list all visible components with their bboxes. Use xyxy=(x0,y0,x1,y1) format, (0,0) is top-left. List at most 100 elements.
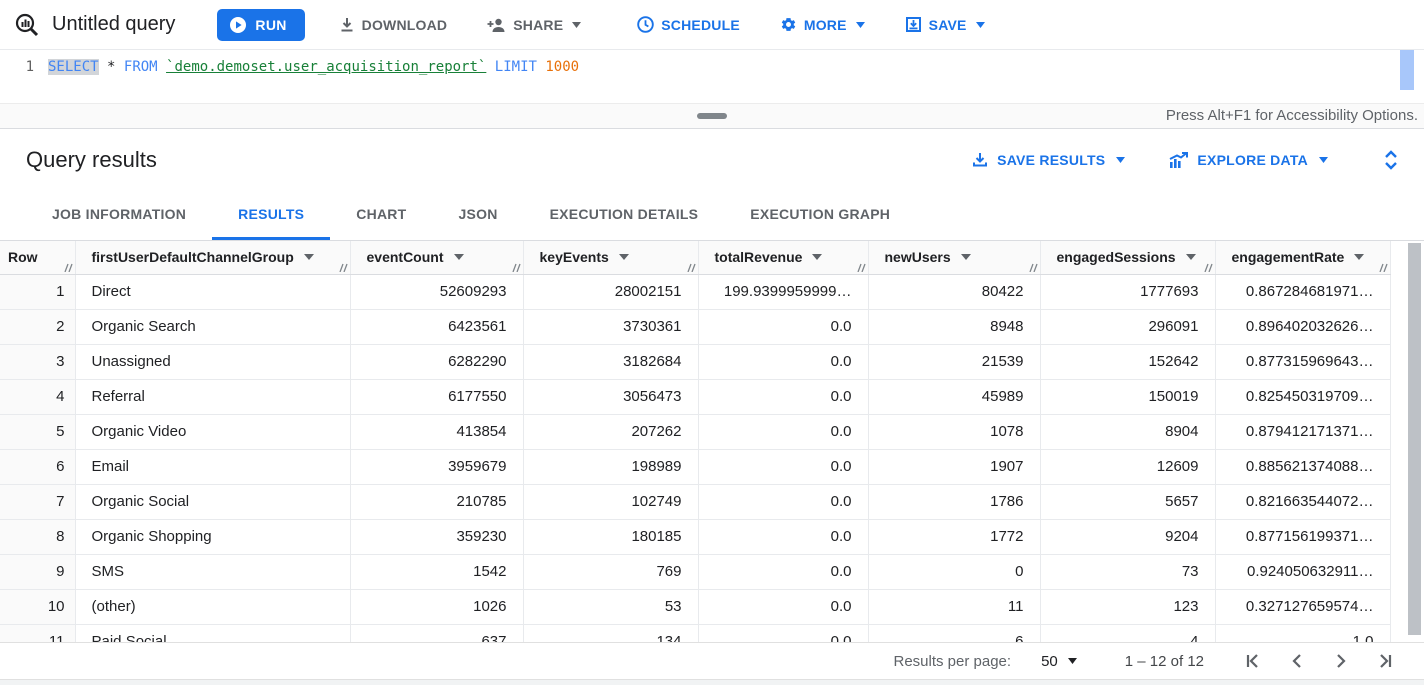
column-menu-caret-icon[interactable] xyxy=(812,254,823,261)
table-cell: 6177550 xyxy=(350,379,524,415)
sql-code-line[interactable]: SELECT * FROM `demo.demoset.user_acquisi… xyxy=(48,56,579,78)
tab-job-information[interactable]: JOB INFORMATION xyxy=(26,190,212,240)
column-resize-grip[interactable] xyxy=(686,263,696,272)
table-body: 1 Direct 52609293 28002151 199.9399959999… 80… xyxy=(0,274,1391,642)
tab-json[interactable]: JSON xyxy=(432,190,523,240)
table-cell: 0.885621374088… xyxy=(1215,449,1391,485)
table-cell: 6423561 xyxy=(350,309,524,345)
column-menu-caret-icon[interactable] xyxy=(453,254,464,261)
column-header-totalRevenue[interactable]: totalRevenue xyxy=(698,241,869,275)
column-menu-caret-icon[interactable] xyxy=(1354,254,1365,261)
table-cell: Paid Social xyxy=(75,624,351,642)
tab-results[interactable]: RESULTS xyxy=(212,190,331,240)
save-results-label: SAVE RESULTS xyxy=(997,151,1106,168)
column-menu-caret-icon[interactable] xyxy=(1185,254,1196,261)
table-cell: 8948 xyxy=(868,309,1041,345)
save-button[interactable]: SAVE xyxy=(899,7,991,43)
table-cell: 0.0 xyxy=(698,309,869,345)
table-cell: 1786 xyxy=(868,484,1041,520)
expand-collapse-button[interactable] xyxy=(1384,149,1398,170)
table-cell: Organic Video xyxy=(75,414,351,450)
table-cell: 0.867284681971… xyxy=(1215,274,1391,310)
column-menu-caret-icon[interactable] xyxy=(618,254,629,261)
chevron-down-icon xyxy=(572,21,582,28)
chevron-down-icon xyxy=(1319,156,1328,163)
table-cell: 1777693 xyxy=(1040,274,1216,310)
next-page-button[interactable] xyxy=(1332,652,1350,670)
page-size-select[interactable]: 50 xyxy=(1041,653,1077,670)
schedule-button[interactable]: SCHEDULE xyxy=(631,7,746,43)
sql-table-reference[interactable]: `demo.demoset.user_acquisition_report` xyxy=(166,59,487,75)
share-button[interactable]: SHARE xyxy=(481,7,587,43)
tab-execution-details[interactable]: EXECUTION DETAILS xyxy=(524,190,725,240)
column-menu-caret-icon[interactable] xyxy=(303,254,314,261)
column-resize-grip[interactable] xyxy=(63,263,73,272)
column-header-engagementRate[interactable]: engagementRate xyxy=(1215,241,1391,275)
column-resize-grip[interactable] xyxy=(856,263,866,272)
column-resize-grip[interactable] xyxy=(338,263,348,272)
table-cell: 0.0 xyxy=(698,519,869,555)
table-cell: 3959679 xyxy=(350,449,524,485)
explore-data-button[interactable]: EXPLORE DATA xyxy=(1169,151,1328,168)
editor-scrollbar-thumb[interactable] xyxy=(1400,50,1414,90)
query-results-header: Query results SAVE RESULTS EXPLORE DATA xyxy=(0,129,1424,190)
table-cell: 5657 xyxy=(1040,484,1216,520)
column-menu-caret-icon[interactable] xyxy=(960,254,971,261)
tab-execution-graph[interactable]: EXECUTION GRAPH xyxy=(724,190,916,240)
column-header-newUsers[interactable]: newUsers xyxy=(868,241,1041,275)
table-scrollbar[interactable] xyxy=(1408,243,1421,635)
first-page-button[interactable] xyxy=(1244,652,1262,670)
table-cell: 6 xyxy=(868,624,1041,642)
table-cell: 53 xyxy=(523,589,699,625)
row-number: 6 xyxy=(0,449,76,485)
column-resize-grip[interactable] xyxy=(511,263,521,272)
table-cell: 11 xyxy=(868,589,1041,625)
share-button-label: SHARE xyxy=(513,16,564,33)
chevron-right-icon xyxy=(1337,654,1346,668)
column-resize-grip[interactable] xyxy=(1378,263,1388,272)
results-per-page-label: Results per page: xyxy=(893,652,1012,670)
table-cell: 637 xyxy=(350,624,524,642)
chevron-down-icon xyxy=(1067,658,1077,664)
table-cell: 8904 xyxy=(1040,414,1216,450)
save-results-button[interactable]: SAVE RESULTS xyxy=(972,151,1126,168)
row-number: 7 xyxy=(0,484,76,520)
table-cell: 180185 xyxy=(523,519,699,555)
sql-keyword-limit: LIMIT xyxy=(494,59,537,75)
table-cell: 52609293 xyxy=(350,274,524,310)
more-button[interactable]: MORE xyxy=(774,7,871,43)
last-page-button[interactable] xyxy=(1376,652,1394,670)
pagination-bar: Results per page: 50 1 – 12 of 12 xyxy=(0,642,1424,679)
run-button[interactable]: RUN xyxy=(217,8,305,41)
column-header-keyEvents[interactable]: keyEvents xyxy=(523,241,699,275)
column-header-engagedSessions[interactable]: engagedSessions xyxy=(1040,241,1216,275)
column-header-eventCount[interactable]: eventCount xyxy=(350,241,524,275)
splitter-drag-handle[interactable] xyxy=(697,113,727,119)
previous-page-button[interactable] xyxy=(1288,652,1306,670)
tab-chart[interactable]: CHART xyxy=(330,190,432,240)
download-button[interactable]: DOWNLOAD xyxy=(333,7,454,43)
pagination-range: 1 – 12 of 12 xyxy=(1124,652,1204,670)
table-header-row: Row firstUserDefaultChannelGroup eventCoun… xyxy=(0,241,1391,275)
table-cell: 1.0 xyxy=(1215,624,1391,642)
chevron-down-icon xyxy=(1116,156,1126,163)
table-row: 4 Referral 6177550 3056473 0.0 45989 150019 0.8… xyxy=(0,379,1391,415)
table-cell: 3182684 xyxy=(523,344,699,380)
insights-chart-icon xyxy=(1169,151,1189,168)
results-table: Row firstUserDefaultChannelGroup eventCoun… xyxy=(0,241,1391,642)
column-label: totalRevenue xyxy=(714,249,803,266)
table-cell: 0.0 xyxy=(698,484,869,520)
column-resize-grip[interactable] xyxy=(1203,263,1213,272)
page-size-value: 50 xyxy=(1041,652,1058,670)
column-header-firstUserDefaultChannelGroup[interactable]: firstUserDefaultChannelGroup xyxy=(75,241,351,275)
table-cell: 1078 xyxy=(868,414,1041,450)
table-cell: 0.327127659574… xyxy=(1215,589,1391,625)
column-resize-grip[interactable] xyxy=(1028,263,1038,272)
table-scrollbar-thumb[interactable] xyxy=(1408,243,1421,635)
gear-icon xyxy=(781,18,796,31)
table-cell: Organic Shopping xyxy=(75,519,351,555)
person-add-icon xyxy=(487,18,505,32)
row-number: 4 xyxy=(0,379,76,415)
chevron-down-icon xyxy=(855,21,865,28)
sql-editor[interactable]: 1 SELECT * FROM `demo.demoset.user_acqui… xyxy=(0,50,1424,103)
